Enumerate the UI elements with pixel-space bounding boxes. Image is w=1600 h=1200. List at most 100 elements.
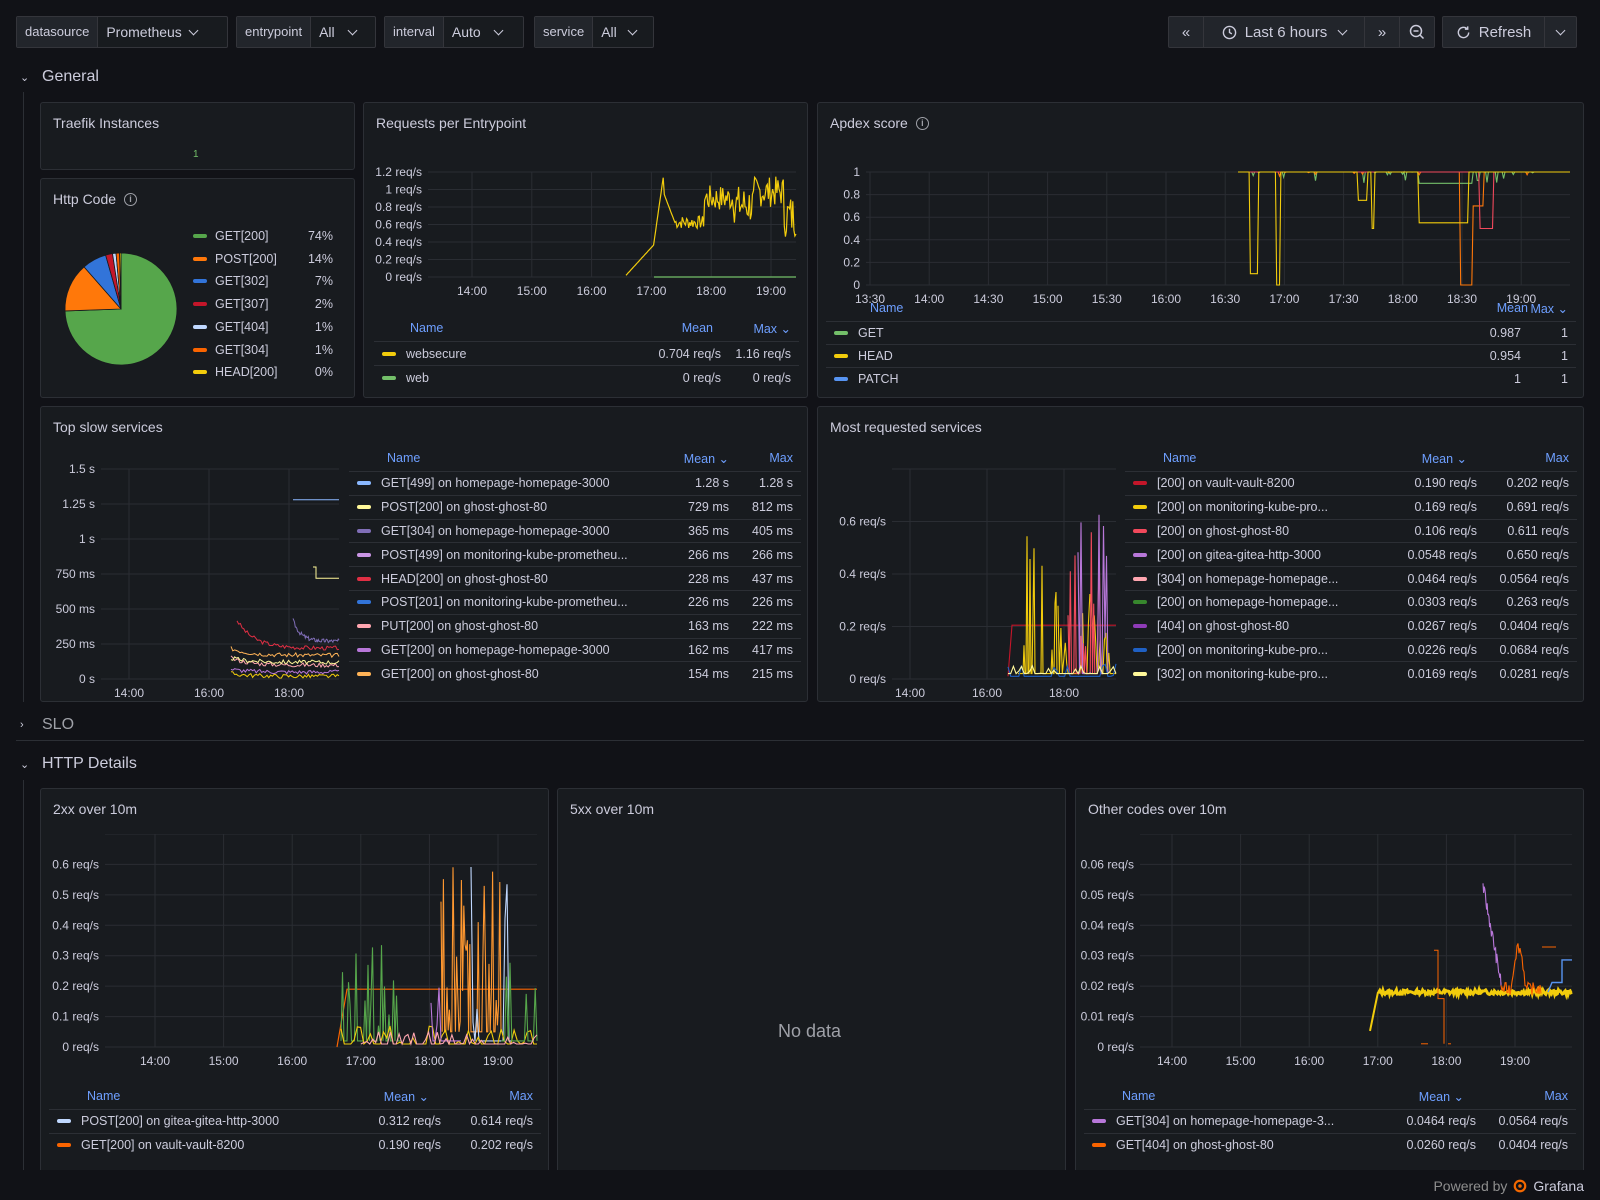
legend-row[interactable]: PATCH 1 1 [826, 367, 1576, 390]
legend-max: 226 ms [752, 595, 793, 610]
legend-col-name[interactable]: Name [1122, 1089, 1156, 1103]
timeseries-chart[interactable]: 0.06 req/s 0.05 req/s 0.04 req/s 0.03 req/s… [1076, 834, 1584, 1084]
refresh-interval-button[interactable] [1544, 16, 1577, 48]
refresh-button[interactable]: Refresh [1442, 16, 1545, 48]
legend-row[interactable]: POST[200] on gitea-gitea-http-3000 0.312 … [49, 1109, 541, 1133]
pie-slice[interactable] [119, 252, 122, 310]
legend-row[interactable]: web 0 req/s 0 req/s [374, 365, 799, 389]
legend-row[interactable]: [200] on ghost-ghost-80 0.106 req/s 0.611 … [1125, 518, 1577, 543]
timeseries-chart[interactable]: 1.2 req/s 1 req/s 0.8 req/s 0.6 req/s 0.4 re… [364, 148, 808, 328]
timeseries-chart[interactable]: 1 0.8 0.6 0.4 0.2 013:30 14:00 14:30 15:00 15:30 1… [818, 148, 1584, 318]
legend-name: GET[200] on ghost-ghost-80 [381, 666, 539, 681]
legend-row[interactable]: HEAD[200] on ghost-ghost-80 228 ms 437 ms [349, 566, 801, 590]
legend-row[interactable]: [200] on monitoring-kube-pro... 0.0226 re… [1125, 637, 1577, 662]
variable-interval[interactable]: interval Auto [384, 16, 524, 48]
chevron-down-icon [1555, 25, 1566, 35]
legend-col-mean[interactable]: Mean [1496, 301, 1528, 315]
legend-item[interactable]: GET[200] 74% [193, 229, 333, 243]
legend-row[interactable]: HEAD 0.954 1 [826, 344, 1576, 367]
y-tick-label: 0 req/s [849, 672, 886, 686]
legend-col-max[interactable]: Max [1544, 1089, 1568, 1103]
legend-row[interactable]: PUT[200] on ghost-ghost-80 163 ms 222 ms [349, 613, 801, 638]
time-shift-back-button[interactable]: « [1168, 16, 1204, 48]
x-tick-label: 15:00 [517, 284, 547, 298]
row-http-details[interactable]: ⌄ HTTP Details [20, 755, 137, 773]
legend-row[interactable]: [404] on ghost-ghost-80 0.0267 req/s 0.040… [1125, 613, 1577, 638]
y-tick-label: 0.2 [843, 255, 860, 269]
y-tick-label: 0 s [79, 672, 95, 686]
legend-row[interactable]: [200] on gitea-gitea-http-3000 0.0548 req… [1125, 542, 1577, 566]
pie-slice[interactable] [64, 252, 178, 366]
legend-row[interactable]: GET[304] on homepage-homepage-3... 0.0464… [1084, 1109, 1576, 1133]
legend-mean: 0.0260 req/s [1406, 1138, 1477, 1153]
legend-col-name[interactable]: Name [870, 301, 904, 315]
legend-row[interactable]: POST[499] on monitoring-kube-prometheu..… [349, 542, 801, 566]
grafana-brand[interactable]: Grafana [1533, 1178, 1584, 1194]
legend-col-mean[interactable]: Mean ⌄ [1418, 1090, 1464, 1104]
legend-col-name[interactable]: Name [410, 321, 444, 335]
legend-item[interactable]: GET[304] 1% [193, 343, 333, 357]
timeseries-chart[interactable]: 1.5 s 1.25 s 1 s 750 ms 500 ms 250 ms 0 s 14:00… [41, 447, 351, 702]
legend-col-max[interactable]: Max ⌄ [753, 322, 791, 336]
legend-item[interactable]: GET[307] 2% [193, 297, 333, 311]
legend-item[interactable]: GET[404] 1% [193, 320, 333, 334]
legend-col-max[interactable]: Max [769, 451, 793, 465]
legend-col-max[interactable]: Max ⌄ [1530, 302, 1568, 316]
legend-name: GET[200] on vault-vault-8200 [81, 1138, 245, 1153]
legend-col-mean[interactable]: Mean ⌄ [683, 452, 729, 466]
legend-row[interactable]: [302] on monitoring-kube-pro... 0.0169 re… [1125, 661, 1577, 685]
legend-mean: 163 ms [688, 619, 729, 634]
row-slo[interactable]: › SLO [20, 716, 74, 734]
legend-row[interactable]: GET[200] on ghost-ghost-80 154 ms 215 ms [349, 661, 801, 685]
zoom-out-button[interactable] [1399, 16, 1435, 48]
series-line [1547, 959, 1572, 993]
legend-row[interactable]: GET[404] on ghost-ghost-80 0.0260 req/s 0.… [1084, 1132, 1576, 1157]
y-tick-label: 0.4 req/s [375, 235, 422, 249]
legend-item[interactable]: HEAD[200] 0% [193, 365, 333, 379]
row-general[interactable]: ⌄ General [20, 68, 99, 86]
legend-item[interactable]: POST[200] 14% [193, 252, 333, 266]
legend-col-max[interactable]: Max [509, 1089, 533, 1103]
variable-datasource[interactable]: datasource Prometheus [16, 16, 228, 48]
x-tick-label: 14:00 [914, 292, 944, 306]
series-swatch [193, 370, 207, 375]
variable-service[interactable]: service All [534, 16, 654, 48]
legend-name: GET[304] on homepage-homepage-3... [1116, 1114, 1335, 1129]
legend-mean: 1 [1514, 372, 1521, 386]
legend-col-name[interactable]: Name [387, 451, 421, 465]
info-icon[interactable]: i [915, 116, 929, 130]
legend-row[interactable]: [200] on monitoring-kube-pro... 0.169 req… [1125, 494, 1577, 519]
variable-entrypoint[interactable]: entrypoint All [236, 16, 376, 48]
legend-row[interactable]: GET[499] on homepage-homepage-3000 1.28 s… [349, 471, 801, 495]
timeseries-chart[interactable]: 0.6 req/s 0.4 req/s 0.2 req/s 0 req/s 14:00 1… [818, 447, 1128, 702]
legend-col-name[interactable]: Name [1163, 451, 1197, 465]
legend-row[interactable]: POST[200] on ghost-ghost-80 729 ms 812 ms [349, 494, 801, 519]
legend-row[interactable]: GET 0.987 1 [826, 321, 1576, 344]
legend-col-max[interactable]: Max [1545, 451, 1569, 465]
panel-5xx-over-10m: 5xx over 10m No data [557, 788, 1066, 1178]
series-swatch [1133, 505, 1147, 510]
legend-row[interactable]: GET[200] on homepage-homepage-3000 162 ms… [349, 637, 801, 662]
time-picker-button[interactable]: Last 6 hours [1203, 16, 1365, 48]
legend-col-name[interactable]: Name [87, 1089, 121, 1103]
info-icon[interactable]: i [124, 192, 138, 206]
variable-label: entrypoint [237, 17, 312, 47]
x-tick-label: 19:00 [756, 284, 786, 298]
panel-title-wrap: Http Code i [53, 191, 138, 207]
legend-row[interactable]: GET[200] on vault-vault-8200 0.190 req/s 0… [49, 1132, 541, 1157]
legend-row[interactable]: websecure 0.704 req/s 1.16 req/s [374, 341, 799, 365]
time-shift-forward-button[interactable]: » [1364, 16, 1400, 48]
series-swatch [1133, 576, 1147, 581]
legend-row[interactable]: [200] on vault-vault-8200 0.190 req/s 0.20… [1125, 471, 1577, 495]
timeseries-chart[interactable]: 0.6 req/s 0.5 req/s 0.4 req/s 0.3 req/s 0.2 … [41, 834, 549, 1084]
legend-row[interactable]: POST[201] on monitoring-kube-prometheu..… [349, 590, 801, 614]
legend-name: [200] on vault-vault-8200 [1157, 476, 1295, 491]
legend-row[interactable]: GET[304] on homepage-homepage-3000 365 ms… [349, 518, 801, 543]
legend-col-mean[interactable]: Mean ⌄ [1421, 452, 1467, 466]
legend-col-mean[interactable]: Mean ⌄ [383, 1090, 429, 1104]
legend-row[interactable]: [304] on homepage-homepage... 0.0464 req/… [1125, 566, 1577, 590]
legend-row[interactable]: [200] on homepage-homepage... 0.0303 req/… [1125, 590, 1577, 614]
legend-col-mean[interactable]: Mean [681, 321, 713, 335]
stat-value: 1 [193, 149, 199, 160]
legend-item[interactable]: GET[302] 7% [193, 274, 333, 288]
